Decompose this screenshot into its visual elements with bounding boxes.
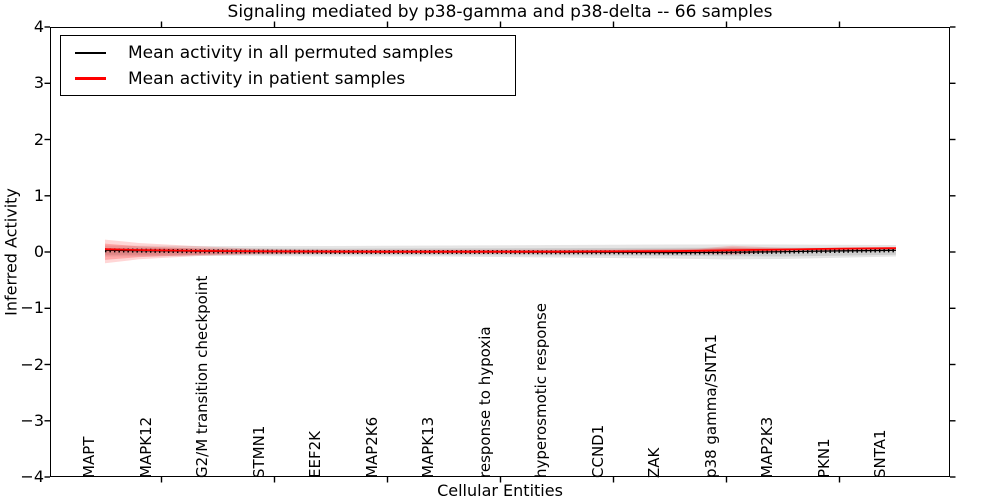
chart-title: Signaling mediated by p38-gamma and p38-…: [227, 2, 773, 22]
plot-frame: [50, 27, 950, 477]
y-tick-label: −3: [20, 410, 44, 430]
y-tick-label: 3: [33, 73, 44, 93]
x-tick-label: PKN1: [814, 438, 833, 478]
series-line-1: [104, 247, 897, 253]
x-tick-label: response to hypoxia: [475, 326, 494, 478]
x-tick-label: p38 gamma/SNTA1: [701, 333, 720, 478]
x-tick-label: MAPK13: [419, 416, 437, 478]
x-tick-label: hyperosmotic response: [532, 303, 550, 478]
x-tick-label: EEF2K: [306, 431, 324, 478]
x-tick-label: ZAK: [645, 447, 663, 478]
y-tick-label: −2: [20, 354, 44, 374]
y-tick-label: −1: [20, 298, 44, 318]
x-tick-label: CCND1: [588, 424, 607, 478]
y-axis-label: Inferred Activity: [1, 188, 21, 316]
y-tick-label: 0: [33, 242, 44, 261]
legend-entry-permuted: Mean activity in all permuted samples: [75, 44, 515, 62]
legend-line-sample-permuted: [75, 51, 106, 54]
x-tick-label: MAPK12: [136, 416, 155, 478]
x-tick-label: STMN1: [249, 425, 268, 478]
x-tick-label: MAP2K6: [362, 416, 381, 478]
x-tick-label: MAP2K3: [758, 416, 776, 478]
legend: Mean activity in all permuted samples Me…: [60, 35, 516, 96]
x-tick-label: MAPT: [80, 436, 98, 478]
y-tick-label: −4: [20, 467, 44, 486]
legend-label: Mean activity in all permuted samples: [128, 42, 454, 63]
legend-label: Mean activity in patient samples: [128, 68, 406, 89]
y-tick-label: 1: [33, 185, 44, 205]
y-tick-label: 2: [33, 129, 44, 149]
x-tick-label: SNTA1: [871, 429, 889, 478]
x-tick-label: G2/M transition checkpoint: [193, 275, 211, 478]
y-tick-label: 4: [33, 17, 44, 36]
legend-line-sample-patient: [75, 77, 106, 80]
x-axis-label: Cellular Entities: [437, 481, 563, 500]
legend-entry-patient: Mean activity in patient samples: [75, 70, 515, 88]
